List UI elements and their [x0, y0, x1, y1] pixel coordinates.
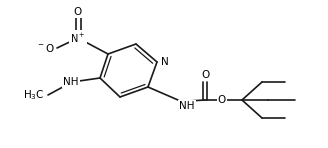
- Text: O: O: [201, 70, 209, 80]
- Text: N$^+$: N$^+$: [70, 32, 86, 45]
- Text: N: N: [161, 57, 169, 67]
- Text: H$_3$C: H$_3$C: [23, 88, 45, 102]
- Text: NH: NH: [179, 101, 195, 111]
- Text: O: O: [74, 7, 82, 17]
- Text: NH: NH: [63, 77, 79, 87]
- Text: O: O: [218, 95, 226, 105]
- Text: $^-$O: $^-$O: [36, 42, 55, 54]
